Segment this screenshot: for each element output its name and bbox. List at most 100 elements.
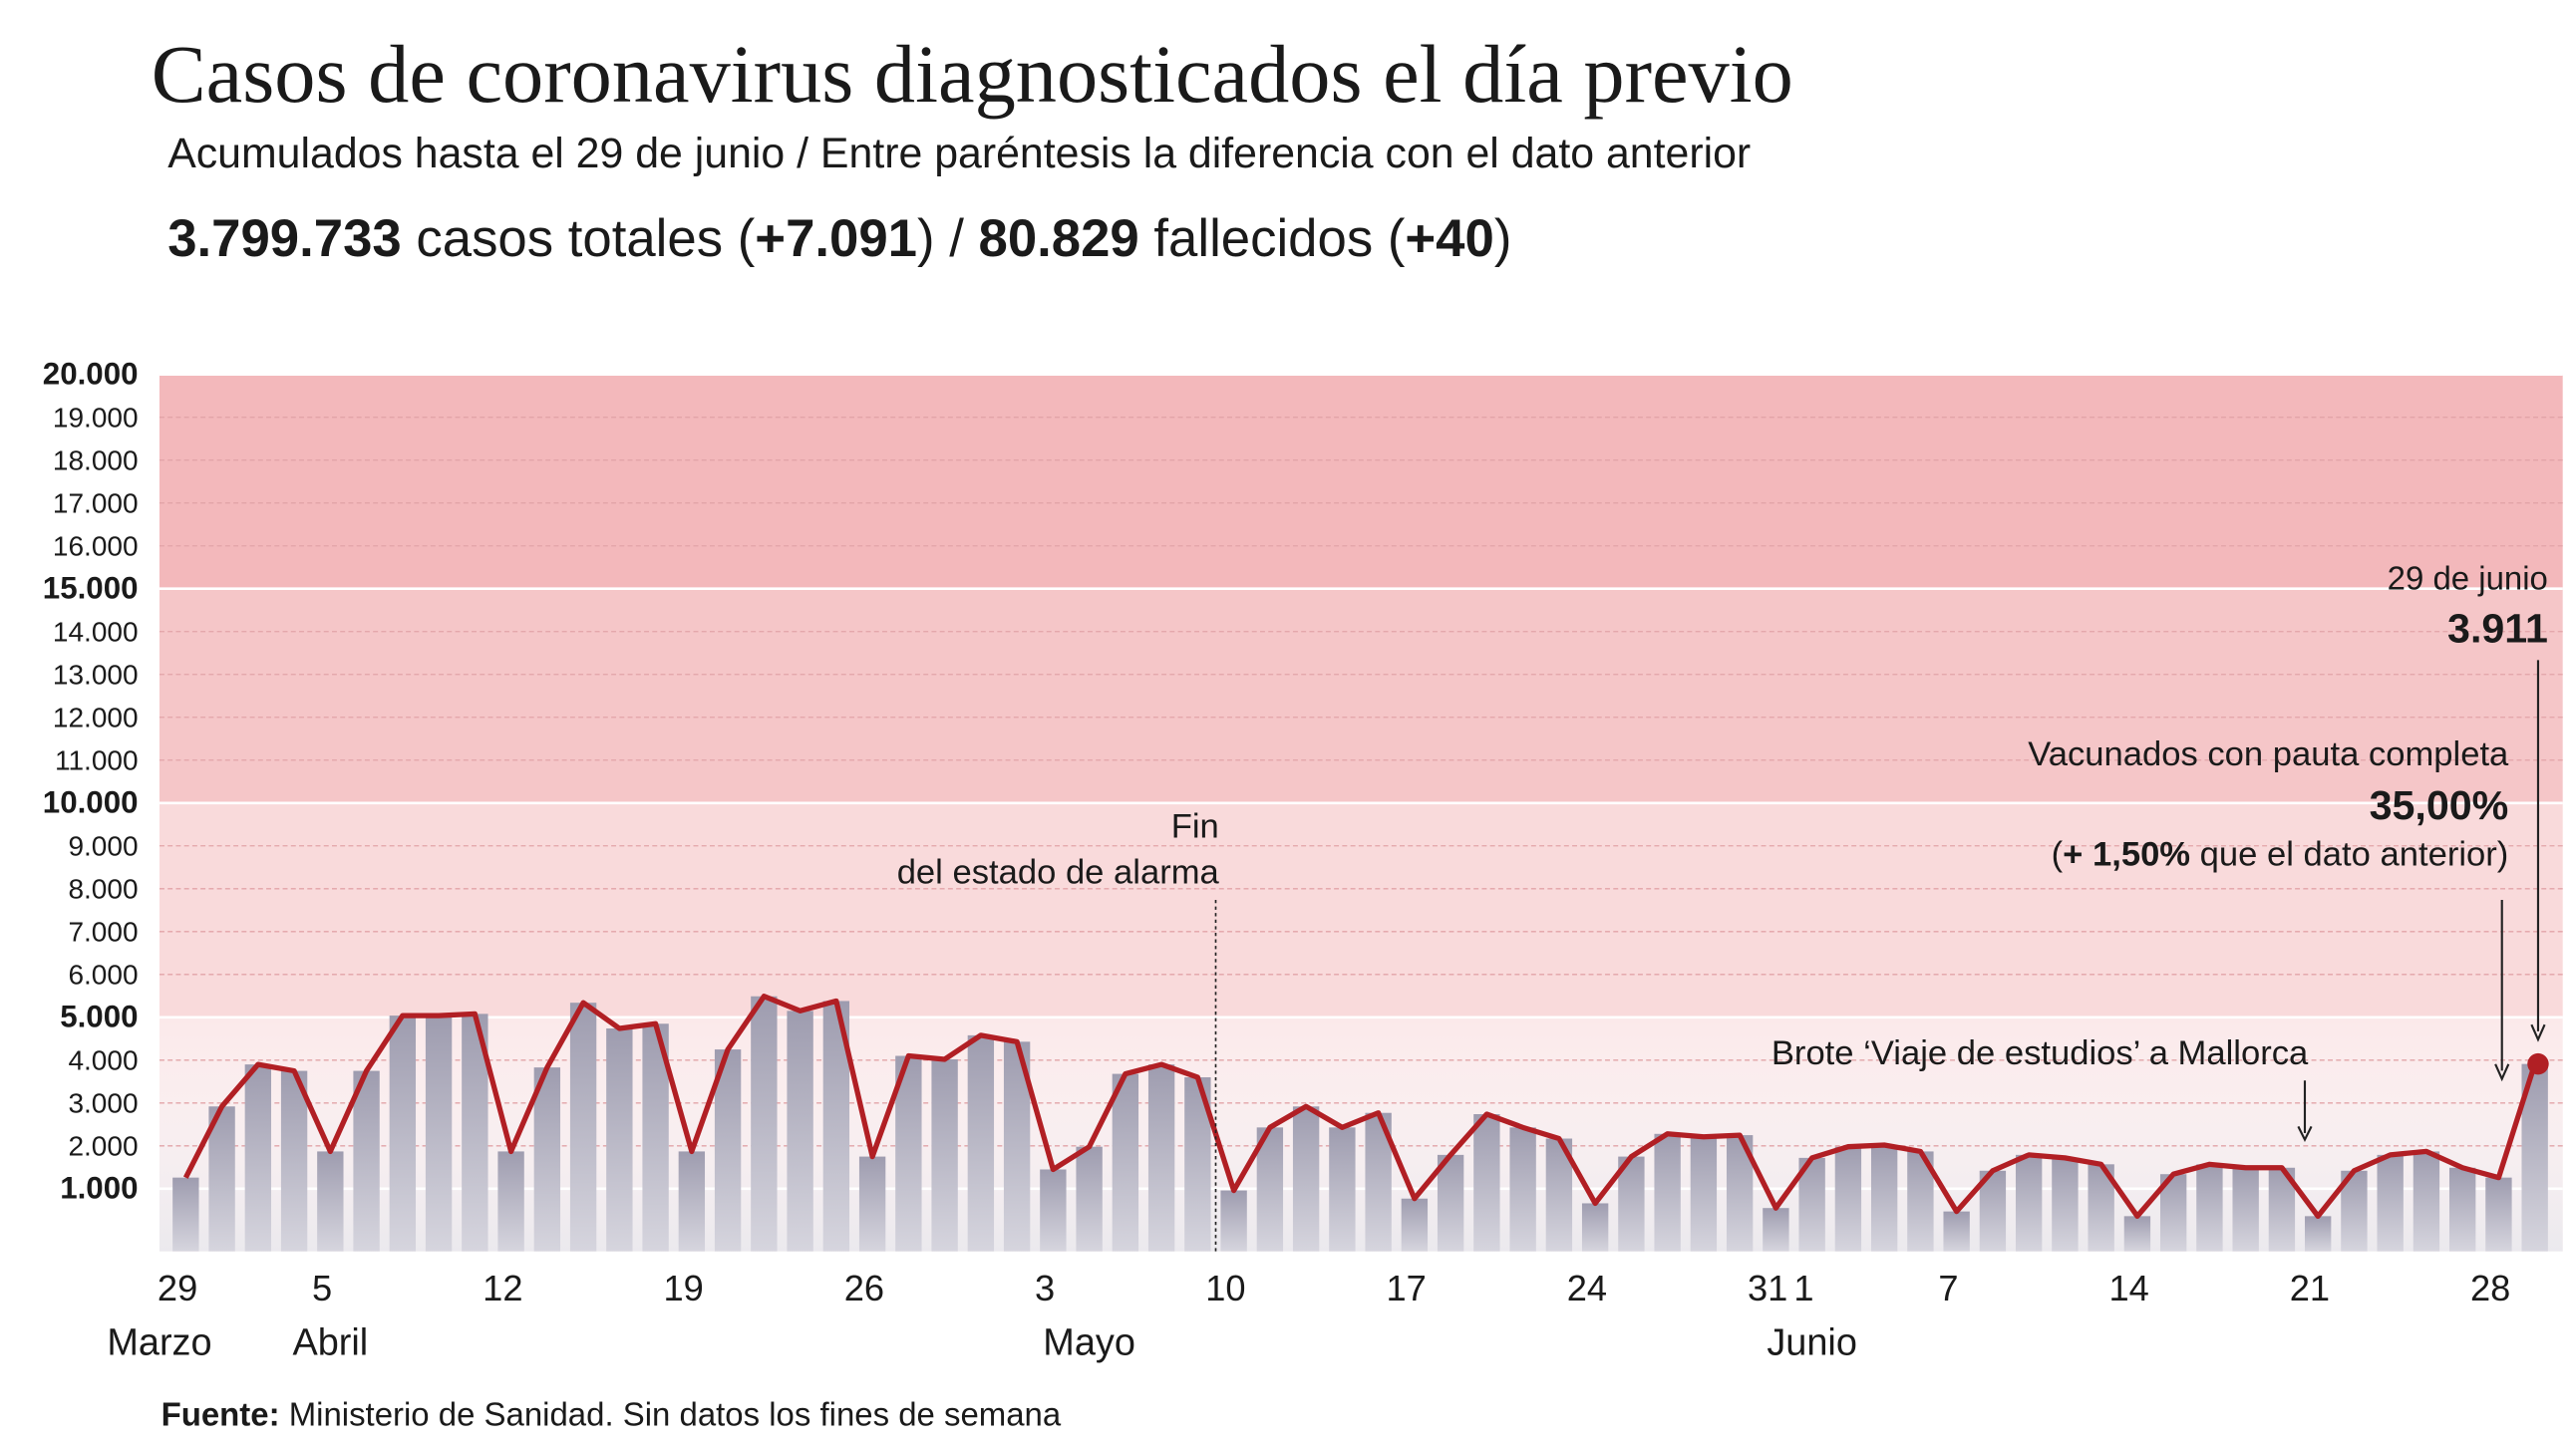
bar: [1581, 1203, 1609, 1252]
x-tick-label: 17: [1386, 1268, 1426, 1308]
y-tick-label: 10.000: [43, 785, 139, 820]
last-point: [2527, 1052, 2549, 1075]
bar: [208, 1106, 235, 1252]
x-tick-label: 7: [1938, 1268, 1958, 1308]
bar: [353, 1070, 380, 1252]
bar: [1943, 1211, 1970, 1252]
y-tick-label: 18.000: [53, 445, 139, 476]
x-tick-label: 10: [1205, 1268, 1245, 1308]
text-part: ) /: [917, 209, 979, 268]
bar: [1654, 1133, 1681, 1252]
bar: [1870, 1144, 1898, 1252]
bar: [1292, 1106, 1320, 1252]
month-label: Marzo: [107, 1321, 211, 1363]
x-tick-label: 29: [158, 1268, 197, 1308]
bar: [244, 1064, 272, 1252]
text-part: 80.829: [979, 209, 1139, 268]
bar: [1509, 1127, 1536, 1252]
line: [182, 994, 2538, 1219]
chart-subtitle: Acumulados hasta el 29 de junio / Entre …: [167, 130, 1751, 177]
bar: [1473, 1114, 1500, 1252]
summary: 3.799.733 casos totales (+7.091) / 80.82…: [167, 209, 1511, 268]
x-tick-label: 19: [663, 1268, 703, 1308]
bar: [280, 1070, 308, 1252]
bar: [1112, 1073, 1139, 1252]
text-part: +7.091: [755, 209, 917, 268]
y-tick-label: 14.000: [53, 617, 139, 648]
bar: [1437, 1154, 1464, 1252]
bar: [787, 1011, 813, 1252]
bar: [172, 1177, 199, 1252]
bar: [1690, 1136, 1718, 1252]
bar: [1618, 1156, 1645, 1252]
bar: [751, 996, 778, 1252]
text-part: 3.799.733: [167, 209, 402, 268]
y-tick-label: 16.000: [53, 531, 139, 562]
band: [159, 588, 2563, 803]
bar: [678, 1151, 706, 1252]
x-tick-label: 24: [1567, 1268, 1607, 1308]
y-tick-label: 4.000: [68, 1045, 138, 1076]
bar: [1147, 1064, 1175, 1252]
annotation: Brote ‘Viaje de estudios’ a Mallorca: [1771, 1034, 2309, 1072]
bar: [425, 1015, 453, 1252]
text-part: Fuente:: [161, 1395, 280, 1432]
arrowhead: [2494, 1063, 2510, 1082]
month-label: Mayo: [1043, 1321, 1135, 1363]
bar: [2304, 1216, 2332, 1252]
bar: [317, 1151, 344, 1252]
bar: [2015, 1154, 2043, 1252]
bar: [2485, 1177, 2512, 1252]
bar: [2377, 1154, 2404, 1252]
bar: [497, 1151, 524, 1252]
annotation: Vacunados con pauta completa: [2028, 735, 2509, 773]
bar: [1401, 1198, 1429, 1252]
bar: [931, 1058, 958, 1252]
y-tick-label: 1.000: [60, 1171, 138, 1206]
grid: [159, 373, 2563, 1191]
y-tick-label: 20.000: [43, 357, 139, 392]
y-tick-label: 19.000: [53, 403, 139, 434]
month-label: Abril: [292, 1321, 368, 1363]
bar: [1220, 1190, 1247, 1252]
y-tick-label: 2.000: [68, 1131, 138, 1162]
annotations: Fin del estado de alarma 29 de junio 3.911 V…: [897, 560, 2548, 1252]
bar: [1040, 1169, 1067, 1252]
bars: [172, 996, 2548, 1252]
x-tick-label: 3: [1035, 1268, 1055, 1308]
source: Fuente: Ministerio de Sanidad. Sin datos…: [161, 1395, 1062, 1432]
x-tick-label: 5: [312, 1268, 332, 1308]
bar: [1763, 1208, 1789, 1252]
annotation: 29 de junio: [2388, 560, 2548, 597]
bar: [2052, 1157, 2079, 1252]
text-part: ): [1494, 209, 1512, 268]
text-part: que el dato anterior): [2190, 835, 2508, 873]
bar: [2448, 1167, 2476, 1252]
y-tick-label: 11.000: [55, 745, 139, 776]
x-tick-label: 12: [483, 1268, 522, 1308]
y-tick-label: 6.000: [68, 960, 138, 991]
bar: [2123, 1216, 2151, 1252]
bar: [1256, 1127, 1284, 1252]
text-part: Ministerio de Sanidad. Sin datos los fin…: [280, 1395, 1062, 1432]
text-part: casos totales (: [402, 209, 756, 268]
bar: [1834, 1146, 1862, 1252]
y-tick-label: 15.000: [43, 571, 139, 606]
bar: [858, 1156, 886, 1252]
bar: [967, 1034, 995, 1252]
x-tick-label: 31: [1748, 1268, 1787, 1308]
bar: [2196, 1164, 2223, 1252]
annotation: 35,00%: [2370, 782, 2509, 828]
bar: [1076, 1146, 1103, 1252]
value-label: 3.911: [2447, 605, 2548, 651]
annotation: (+ 1,50% que el dato anterior): [2052, 835, 2509, 873]
x-tick-label: 1: [1793, 1268, 1813, 1308]
y-tick-label: 5.000: [60, 1000, 138, 1034]
bar: [569, 1003, 597, 1252]
x-tick-label: 28: [2470, 1268, 2510, 1308]
text-part: fallecidos (: [1139, 209, 1406, 268]
annotation: Fin: [1171, 807, 1219, 845]
text-part: + 1,50%: [2063, 835, 2190, 873]
y-tick-label: 17.000: [53, 488, 139, 519]
